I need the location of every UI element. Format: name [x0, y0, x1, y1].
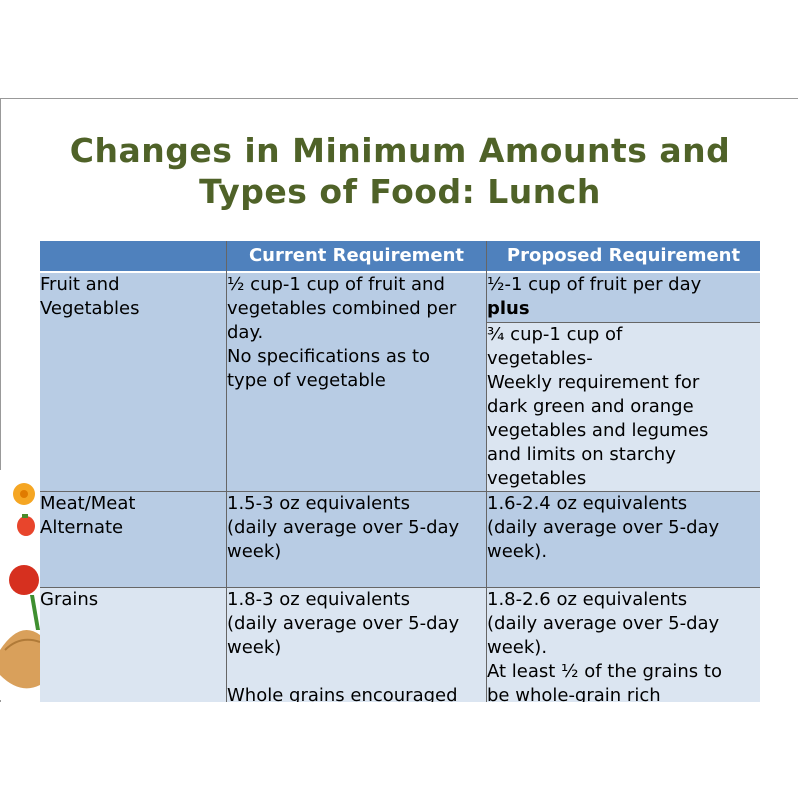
- fruit-vegetable-image: [0, 470, 40, 700]
- header-current: Current Requirement: [227, 241, 486, 271]
- proposed-meat: 1.6-2.4 oz equivalents (daily average ov…: [487, 492, 760, 587]
- row-label-grains: Grains: [40, 588, 226, 702]
- row-divider-2: [40, 587, 760, 588]
- proposed-fruit-text: ½-1 cup of fruit per day: [487, 274, 702, 295]
- col-divider-2: [486, 241, 487, 702]
- tomato-icon: [17, 516, 35, 536]
- proposed-grains: 1.8-2.6 oz equivalents (daily average ov…: [487, 588, 760, 702]
- current-meat: 1.5-3 oz equivalents (daily average over…: [227, 492, 486, 587]
- fruit-veg-divider: [487, 322, 760, 323]
- header-blank: [40, 241, 226, 271]
- proposed-fruit: ½-1 cup of fruit per day plus: [487, 273, 760, 322]
- slide-right-edge: [798, 98, 800, 702]
- slide-title: Changes in Minimum Amounts and Types of …: [69, 131, 731, 211]
- current-fruit-vegetables: ½ cup-1 cup of fruit and vegetables comb…: [227, 273, 486, 491]
- requirements-table: Current Requirement Proposed Requirement…: [40, 241, 760, 702]
- proposed-vegetables: ¾ cup-1 cup of vegetables- Weekly requir…: [487, 323, 760, 491]
- row-label-meat: Meat/Meat Alternate: [40, 492, 226, 587]
- row-label-fruit-vegetables: Fruit and Vegetables: [40, 273, 226, 491]
- col-divider-1: [226, 241, 227, 702]
- header-rule: [40, 271, 760, 273]
- row-divider-1: [40, 491, 760, 492]
- tomato-large-icon: [9, 565, 39, 595]
- proposed-fruit-plus: plus: [487, 298, 530, 319]
- header-proposed: Proposed Requirement: [487, 241, 760, 271]
- current-grains: 1.8-3 oz equivalents (daily average over…: [227, 588, 486, 702]
